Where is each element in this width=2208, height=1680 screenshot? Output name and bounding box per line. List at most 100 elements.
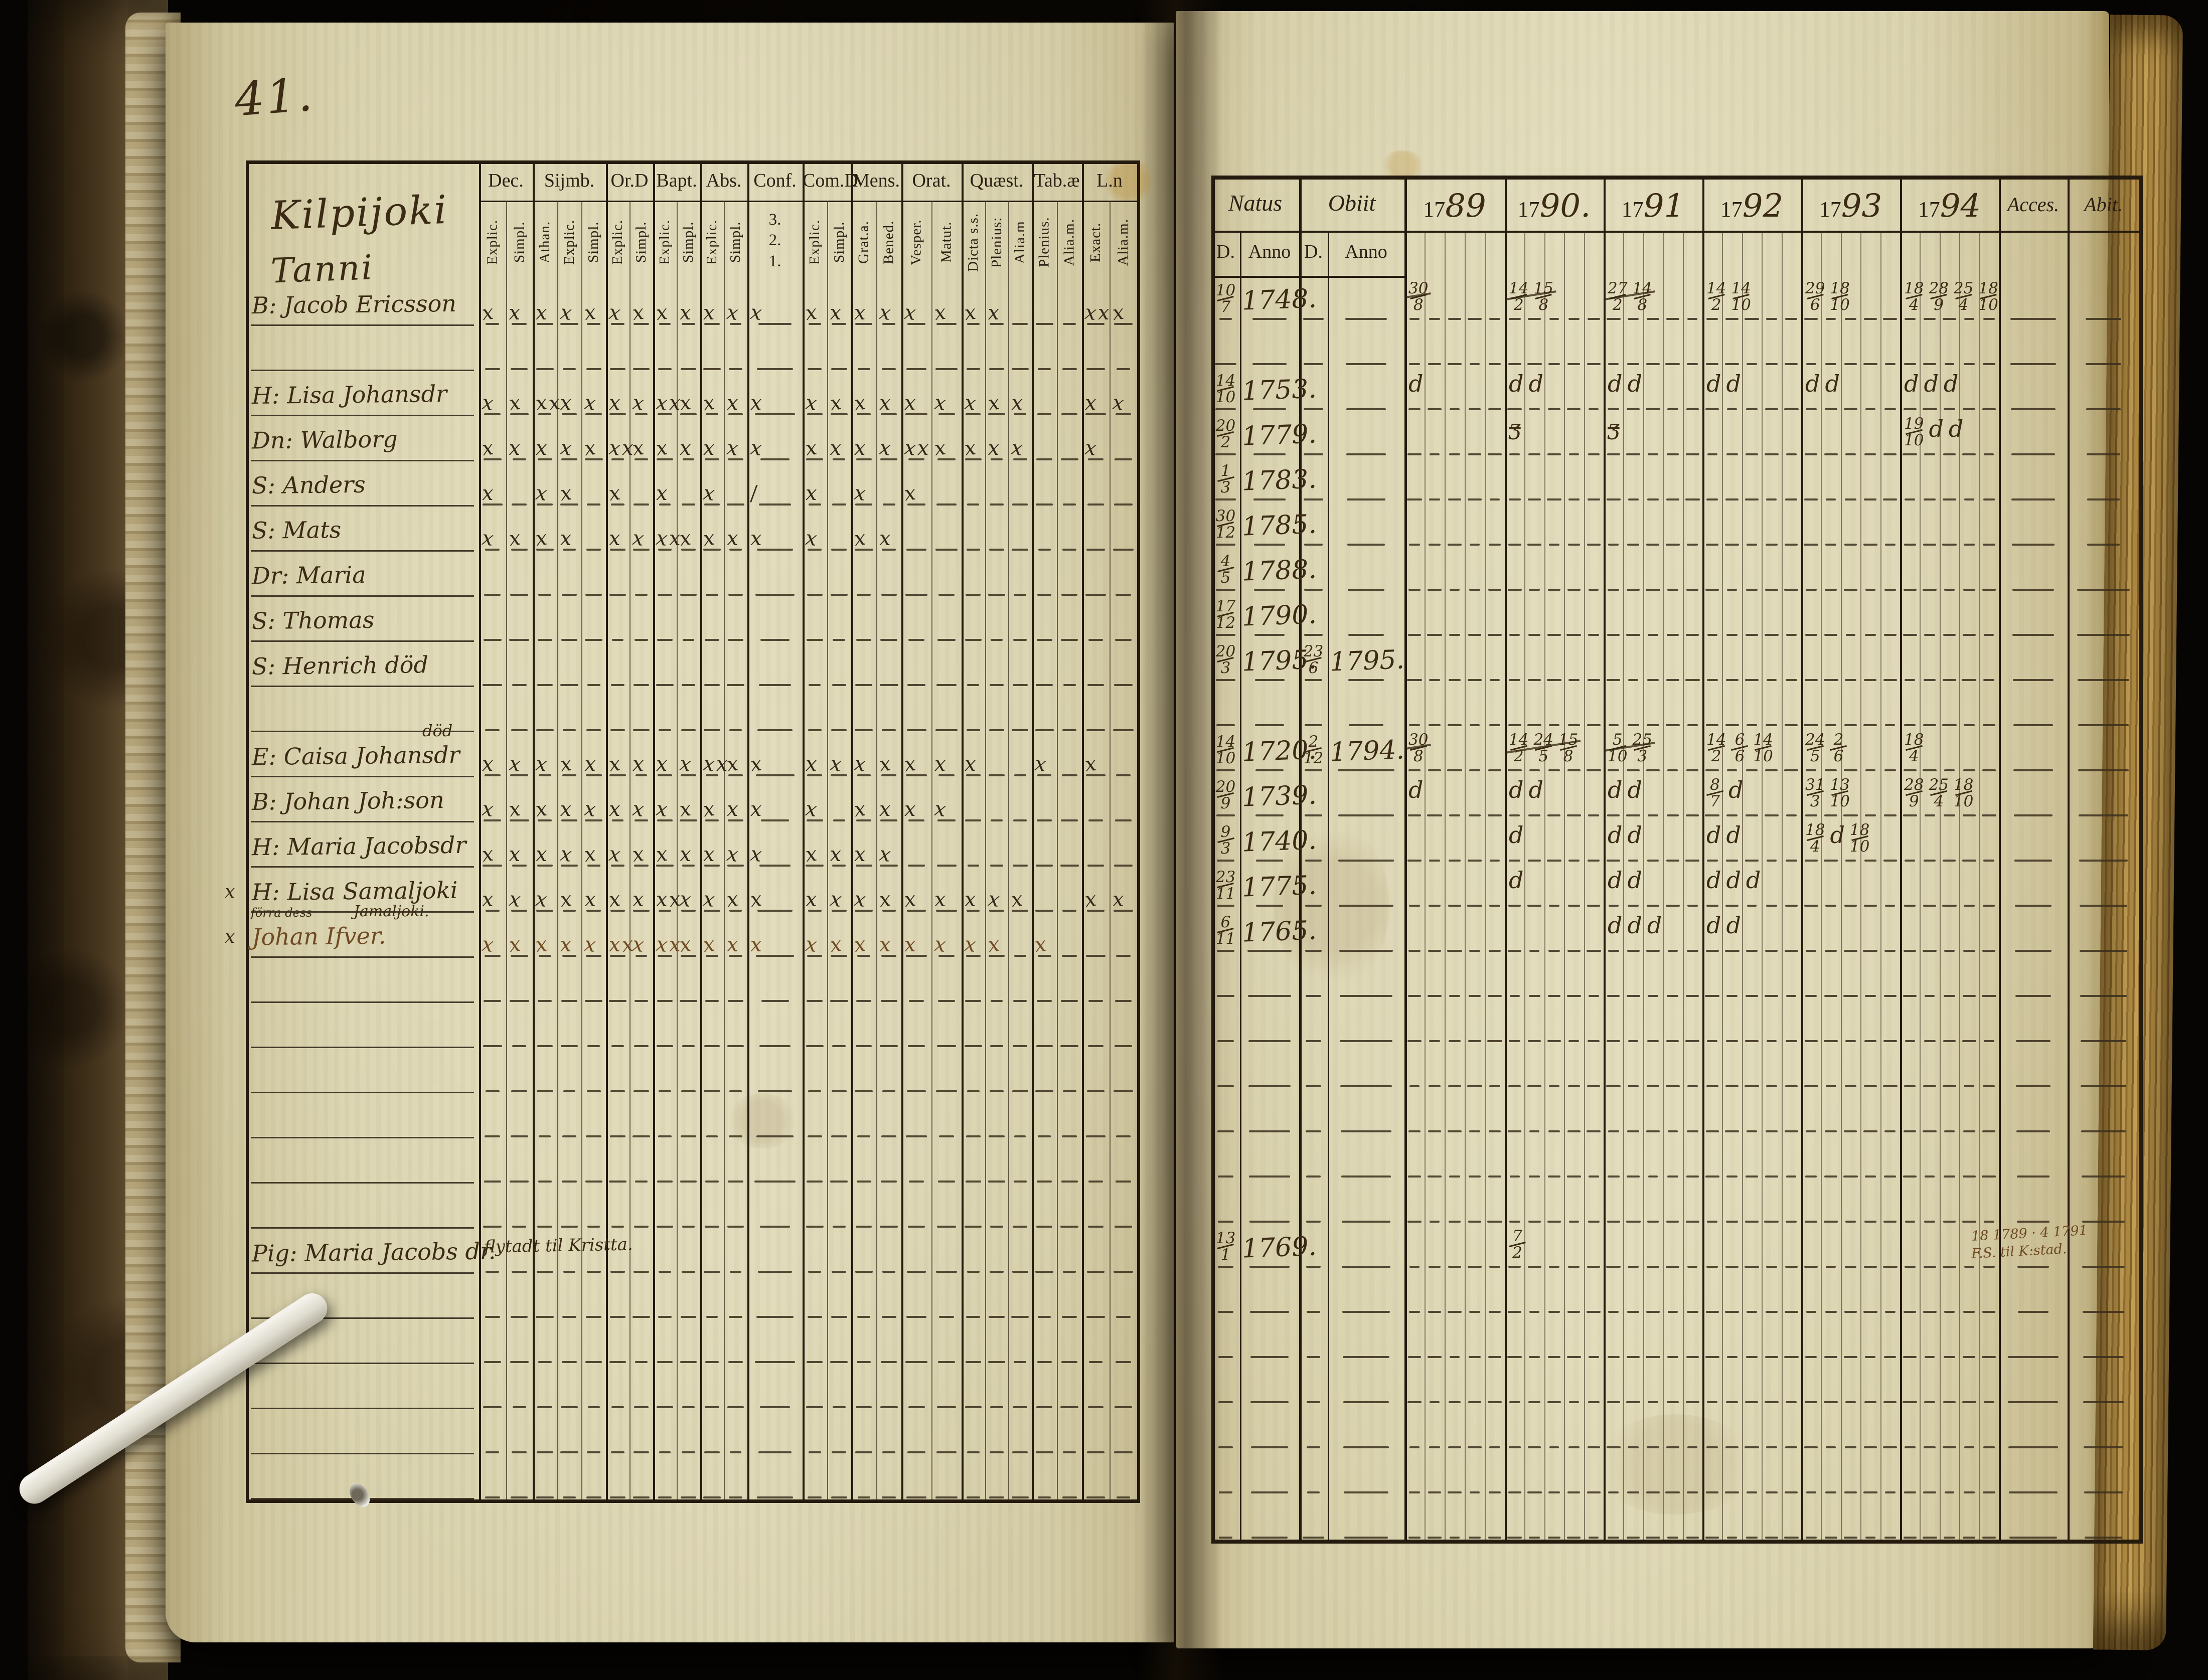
person-name: H: Lisa Samaljoki <box>252 877 458 906</box>
row-dash <box>1529 1311 1539 1313</box>
row-dash <box>609 774 626 776</box>
row-dash <box>1863 724 1877 726</box>
row-dash <box>611 458 624 460</box>
row-dash <box>1527 724 1542 726</box>
row-dash <box>965 458 982 460</box>
row-dash <box>1825 1491 1837 1493</box>
row-dash <box>856 1000 871 1002</box>
row-dash <box>1037 413 1052 415</box>
row-dash <box>1345 363 1387 365</box>
row-dash <box>1686 769 1699 771</box>
column-header: Abs. <box>700 170 747 192</box>
row-dash <box>1429 860 1440 862</box>
communion-d-mark: d <box>1830 823 1844 854</box>
communion-x-mark: x <box>560 799 572 819</box>
row-dash <box>1116 594 1131 596</box>
communion-x-mark: x <box>1111 301 1125 325</box>
person-name: E: Caisa Johansdr <box>252 741 460 770</box>
row-dash <box>1845 453 1856 455</box>
row-dash <box>1764 1221 1779 1223</box>
row-dash <box>1509 453 1520 455</box>
row-dash <box>729 910 742 912</box>
name-row-line <box>251 731 474 732</box>
row-dash <box>563 1090 576 1092</box>
communion-x-mark: x <box>804 933 818 957</box>
subcolumn-line <box>1008 201 1010 1499</box>
row-dash <box>881 1361 897 1363</box>
row-dash <box>808 1451 821 1453</box>
row-dash <box>1745 1266 1759 1268</box>
row-dash <box>1806 769 1817 771</box>
row-dash <box>1666 498 1680 500</box>
communion-x-mark: x <box>609 393 620 413</box>
row-dash <box>1449 814 1460 816</box>
row-dash <box>2013 769 2053 771</box>
row-dash <box>967 1271 980 1273</box>
relocation-note: flytadt til Kristta. <box>484 1234 633 1257</box>
row-dash <box>561 1000 577 1002</box>
row-dash <box>1035 503 1053 506</box>
row-dash <box>1549 1266 1559 1268</box>
row-dash <box>1087 503 1105 506</box>
row-dash <box>1607 1356 1620 1358</box>
row-dash <box>1012 684 1028 686</box>
row-dash <box>484 1000 502 1002</box>
row-dash <box>936 1271 957 1273</box>
communion-x-mark: x <box>1083 888 1097 912</box>
row-dash <box>856 819 871 821</box>
row-dash <box>1113 549 1134 551</box>
person-name: S: Mats <box>252 516 342 544</box>
row-dash <box>1924 498 1936 500</box>
row-dash <box>727 1045 744 1047</box>
row-dash <box>1725 860 1739 862</box>
communion-x-mark: x <box>749 301 763 325</box>
row-dash <box>1587 1266 1601 1268</box>
row-dash <box>1766 1446 1777 1448</box>
row-dash <box>1647 1446 1659 1448</box>
row-dash <box>1982 769 1996 771</box>
row-dash <box>536 1271 553 1273</box>
row-dash <box>1904 724 1916 726</box>
row-dash <box>1627 1311 1640 1313</box>
row-dash <box>1627 905 1639 907</box>
communion-x-mark: / <box>749 481 758 505</box>
communion-x-mark: x <box>559 843 573 867</box>
row-dash <box>1304 453 1323 455</box>
row-dash <box>1724 950 1740 952</box>
communion-x-mark: x <box>963 301 977 325</box>
row-dash <box>807 594 823 596</box>
row-dash <box>609 594 626 596</box>
row-dash <box>1963 1311 1975 1313</box>
row-dash <box>486 1271 500 1273</box>
row-dash <box>1607 995 1620 997</box>
row-dash <box>1628 318 1639 320</box>
natus-year: 1769. <box>1241 1231 1317 1264</box>
row-dash <box>1448 679 1461 681</box>
row-dash <box>727 1226 744 1228</box>
row-dash <box>1467 318 1482 320</box>
right-table-right-border <box>2139 176 2143 1544</box>
row-dash <box>988 774 1005 776</box>
row-dash <box>1646 905 1660 907</box>
communion-x-mark: x <box>853 391 867 415</box>
communion-x-mark: x <box>702 391 716 415</box>
name-row-line <box>251 595 474 597</box>
date-fraction: 15 8 <box>1533 280 1553 313</box>
communion-x-mark: x <box>631 436 645 460</box>
row-dash <box>1904 363 1916 365</box>
row-dash <box>881 413 897 415</box>
row-dash <box>1884 995 1897 997</box>
year-marks-cell: ʒ <box>1608 417 1700 438</box>
row-dash <box>1883 318 1898 320</box>
date-fraction: 14 10 <box>1753 732 1773 764</box>
communion-d-mark: d <box>1929 417 1943 447</box>
row-dash <box>1509 634 1520 636</box>
obiit-day: 2 12 <box>1299 734 1328 766</box>
natus-year: 1775. <box>1241 870 1317 903</box>
row-dash <box>1923 1130 1937 1132</box>
row-dash <box>1963 1356 1976 1358</box>
row-dash <box>1013 819 1027 821</box>
date-fraction: 25 3 <box>1632 732 1652 764</box>
row-dash <box>1943 1401 1956 1403</box>
row-dash <box>881 955 896 957</box>
